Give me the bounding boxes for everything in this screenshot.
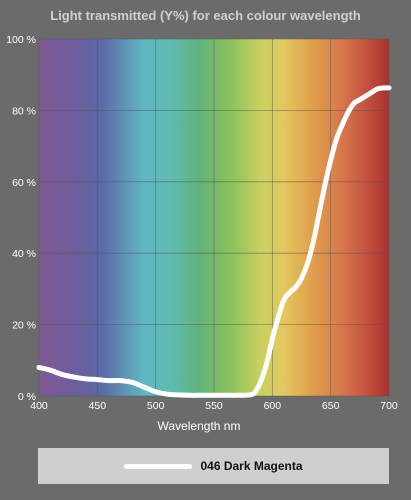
series-line-046-dark-magenta bbox=[36, 85, 392, 398]
x-tick-label: 650 bbox=[322, 400, 340, 412]
y-tick-label: 20 % bbox=[12, 320, 36, 332]
x-tick-label: 400 bbox=[30, 400, 48, 412]
y-tick-label: 100 % bbox=[6, 34, 36, 46]
grid-lines bbox=[38, 38, 390, 397]
y-tick-label: 40 % bbox=[12, 248, 36, 260]
y-tick-label: 80 % bbox=[12, 105, 36, 117]
legend-swatch bbox=[124, 463, 193, 469]
x-axis-label: Wavelength nm bbox=[158, 419, 241, 433]
x-tick-label: 550 bbox=[205, 400, 223, 412]
chart-title: Light transmitted (Y%) for each colour w… bbox=[50, 8, 361, 23]
x-tick-label: 450 bbox=[89, 400, 107, 412]
series-lines bbox=[36, 85, 392, 398]
chart-plot: 400 450 500 550 600 650 700 0 % 20 % 40 % 60 % 80 %… bbox=[6, 34, 398, 433]
legend-label: 046 Dark Magenta bbox=[200, 459, 303, 473]
x-tick-label: 600 bbox=[264, 400, 282, 412]
y-tick-label: 0 % bbox=[18, 391, 36, 403]
x-tick-label: 700 bbox=[380, 400, 398, 412]
x-tick-label: 500 bbox=[147, 400, 165, 412]
tick-labels: 400 450 500 550 600 650 700 0 % 20 % 40 % 60 % 80 %… bbox=[6, 34, 398, 412]
y-tick-label: 60 % bbox=[12, 177, 36, 189]
legend: 046 Dark Magenta bbox=[38, 448, 389, 484]
